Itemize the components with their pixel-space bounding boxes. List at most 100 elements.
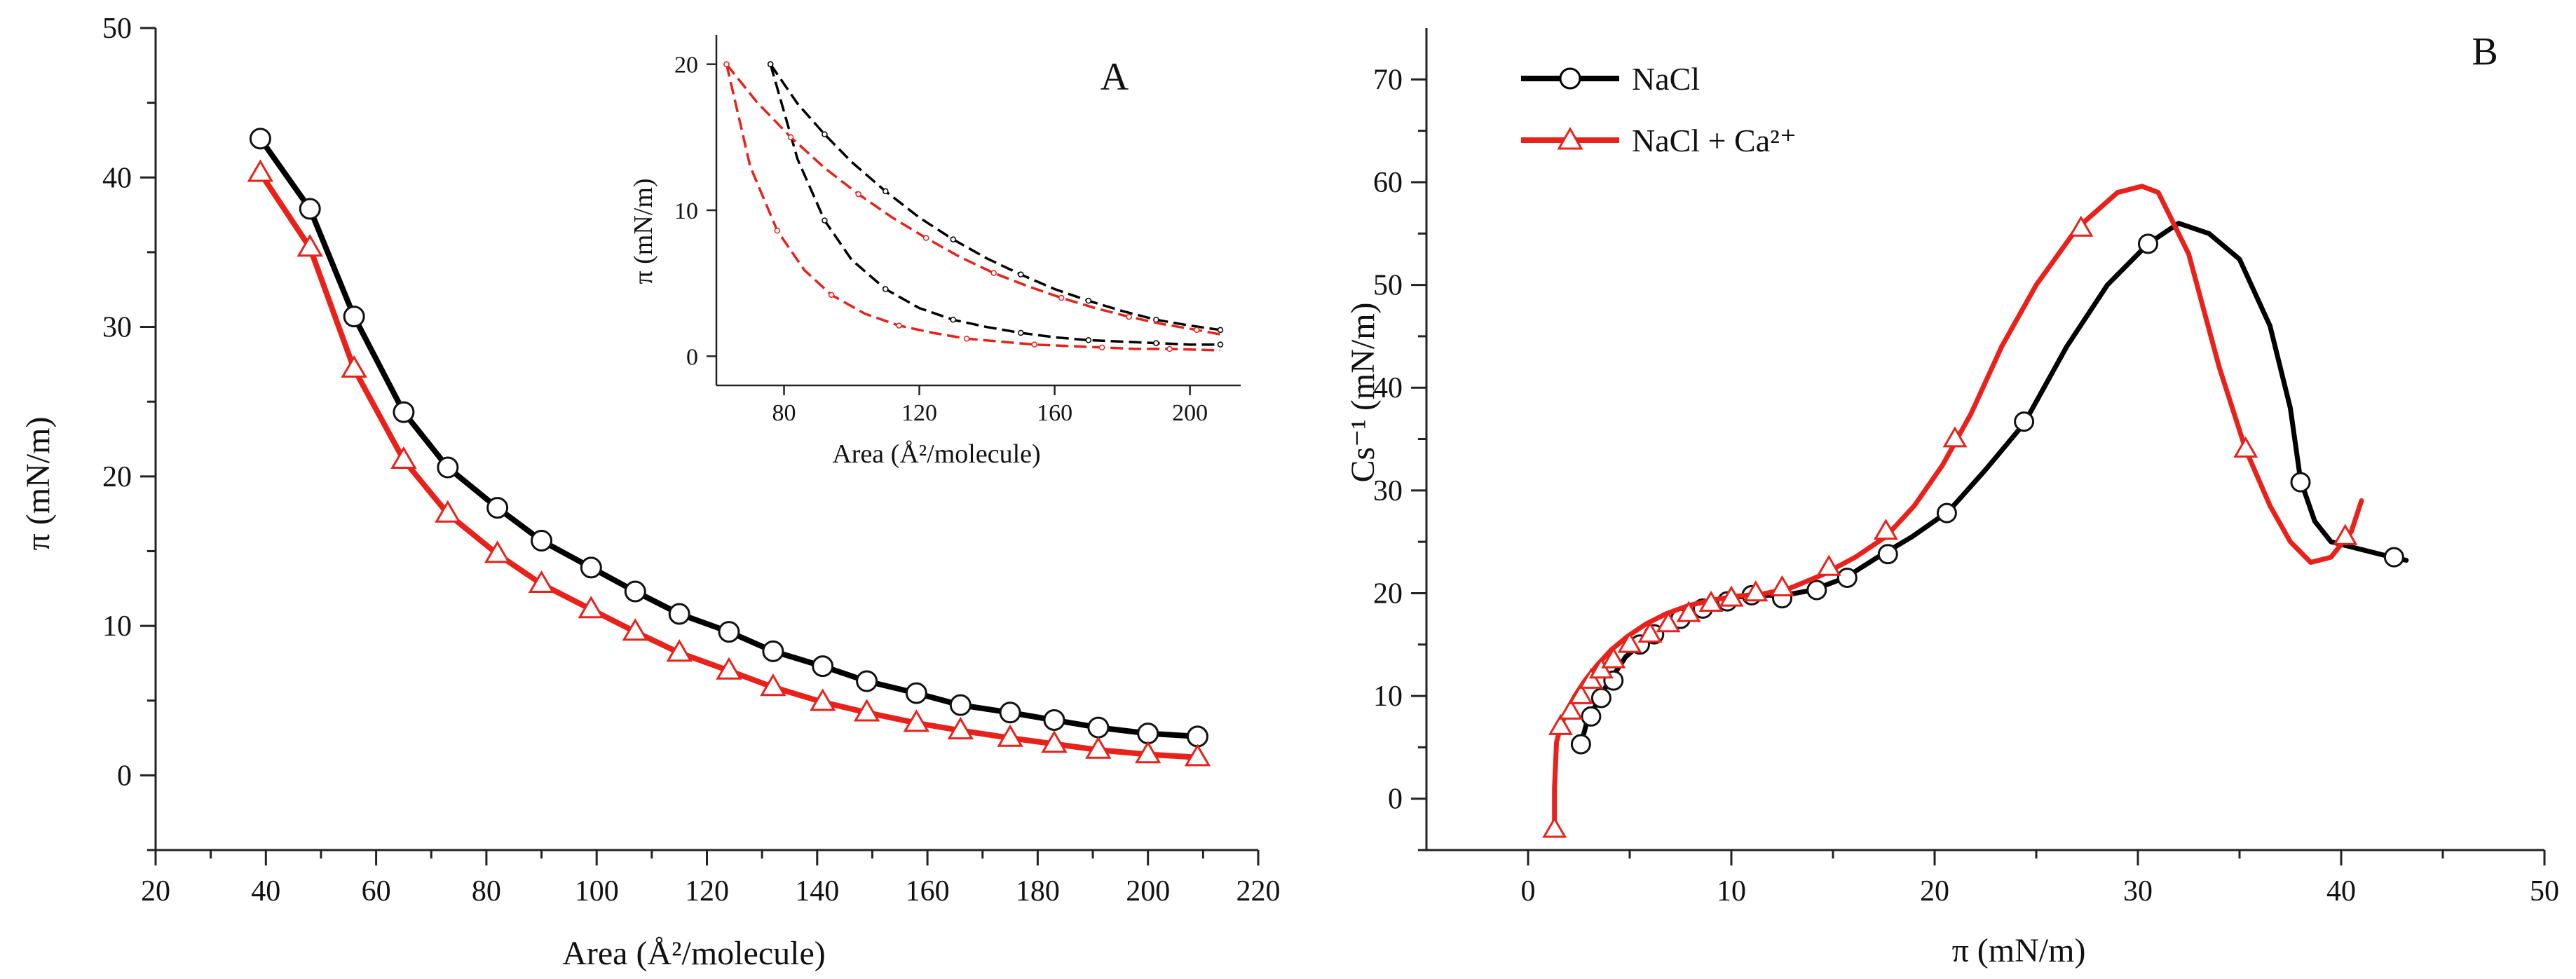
panel-a-point-nacl <box>718 621 740 643</box>
panel-a-y-tick-label: 20 <box>102 461 132 493</box>
panel-a-point-nacl <box>856 670 878 692</box>
inset-point-3 <box>723 61 730 67</box>
panel-a-plot-area <box>247 128 1211 767</box>
panel-a-point-nacl <box>299 198 321 220</box>
panel-b-x-tick-label: 0 <box>1521 875 1536 908</box>
panel-b: 0 10 20 30 40 50 0 10 20 30 40 50 60 70 π (mN/m) Cs⁻¹… <box>1344 28 2559 969</box>
panel-b-point-nacl-ca <box>1698 590 1724 612</box>
panel-a-point-nacl-ca <box>666 639 693 662</box>
inset-point-2 <box>855 191 861 198</box>
panel-b-y-tick-label: 20 <box>1373 577 1403 610</box>
inset-point-0 <box>1217 327 1224 334</box>
panel-b-y-tick-label: 50 <box>1373 270 1403 302</box>
panel-a-letter: A <box>1100 55 1129 99</box>
inset-point-0 <box>882 188 889 195</box>
legend-label-nacl-ca: NaCl + Ca²⁺ <box>1632 123 1797 158</box>
panel-b-point-nacl-ca <box>1743 580 1769 602</box>
inset-point-3 <box>1031 341 1037 348</box>
panel-a-point-nacl-ca <box>1134 741 1161 764</box>
panel-b-point-nacl-ca <box>1588 657 1614 679</box>
panel-a-x-tick-label: 180 <box>1016 875 1060 908</box>
panel-b-point-nacl <box>1877 544 1898 565</box>
panel-a-x-tick-label: 220 <box>1236 875 1281 908</box>
panel-a-point-nacl-ca <box>1184 744 1211 767</box>
inset-point-1 <box>882 286 889 292</box>
panel-b-point-nacl-ca <box>1873 519 1898 540</box>
panel-b-point-nacl <box>2138 233 2158 254</box>
panel-a-point-nacl <box>343 306 365 328</box>
panel-b-point-nacl-ca <box>1719 585 1744 607</box>
panel-b-point-nacl-ca <box>1568 683 1593 704</box>
panel-a-point-nacl-ca <box>1041 730 1068 753</box>
panel-b-x-axis-title: π (mN/m) <box>1952 932 2086 969</box>
panel-b-plot-area <box>1542 184 2409 838</box>
panel-b-point-nacl-ca <box>1816 554 1841 576</box>
panel-b-x-tick-label: 30 <box>2123 875 2153 908</box>
inset-series-line-0 <box>769 63 1221 331</box>
panel-b-y-tick-label: 30 <box>1373 475 1403 507</box>
inset-x-tick-label: 200 <box>1172 400 1208 426</box>
panel-a-point-nacl <box>668 603 690 625</box>
panel-a-point-nacl-ca <box>809 688 836 711</box>
inset-point-3 <box>774 227 781 234</box>
panel-b-point-nacl-ca <box>1656 611 1681 633</box>
panel-a-point-nacl-ca <box>997 724 1023 747</box>
panel-a-point-nacl <box>905 682 927 704</box>
panel-a-y-tick-label: 50 <box>102 13 132 45</box>
inset-point-3 <box>828 292 835 299</box>
panel-a-x-tick-label: 120 <box>685 875 729 908</box>
inset-series-line-3 <box>725 64 1221 352</box>
panel-a-point-nacl <box>1186 725 1208 748</box>
inset-point-0 <box>1085 297 1092 304</box>
inset-point-0 <box>950 236 957 242</box>
panel-b-point-nacl-ca <box>1601 647 1626 669</box>
panel-b-point-nacl-ca <box>1637 621 1663 643</box>
panel-a-x-tick-label: 20 <box>141 875 170 908</box>
panel-b-point-nacl <box>1836 567 1858 588</box>
inset-x-axis-title: Area (Å²/molecule) <box>832 439 1040 469</box>
panel-b-point-nacl-ca <box>2333 523 2358 545</box>
inset-point-2 <box>1058 294 1065 301</box>
panel-b-y-tick-label: 60 <box>1373 167 1403 199</box>
inset-point-1 <box>950 317 957 323</box>
panel-b-point-nacl <box>1581 706 1602 727</box>
panel-a-x-axis-title: Area (Å²/molecule) <box>562 935 826 972</box>
panel-a-point-nacl-ca <box>390 446 417 469</box>
panel-a-point-nacl <box>1137 723 1159 745</box>
panel-a-x-tick-label: 200 <box>1126 875 1170 908</box>
panel-b-y-tick-label: 0 <box>1388 783 1403 816</box>
panel-b-point-nacl <box>2014 411 2035 432</box>
legend-marker-nacl-ca <box>1557 126 1583 150</box>
inset-point-3 <box>1166 345 1173 352</box>
panel-a-point-nacl <box>812 655 834 678</box>
panel-b-legend: NaCl NaCl + Ca²⁺ <box>1521 61 1797 158</box>
inset-point-1 <box>767 61 774 67</box>
panel-a-point-nacl-ca <box>622 618 649 641</box>
panel-b-x-tick-label: 50 <box>2530 875 2559 908</box>
inset-y-axis-title: π (mN/m) <box>629 178 658 284</box>
panel-a-point-nacl <box>624 580 646 603</box>
panel-a-point-nacl <box>531 530 553 552</box>
panel-b-point-nacl-ca <box>2069 215 2094 237</box>
panel-a-x-tick-label: 160 <box>906 875 950 908</box>
panel-b-x-tick-label: 20 <box>1920 875 1949 908</box>
inset-axes: 80 120 160 200 0 10 20 <box>674 35 1241 426</box>
panel-b-series-line-nacl <box>1578 221 2409 747</box>
panel-a-point-nacl <box>249 128 271 150</box>
inset-point-2 <box>922 235 929 241</box>
panel-a-point-nacl <box>486 497 509 519</box>
panel-b-y-axis-title: Cs⁻¹ (mN/m) <box>1344 302 1382 482</box>
inset-point-0 <box>822 131 828 137</box>
inset-y-tick-label: 10 <box>674 198 698 224</box>
panel-b-x-tick-label: 40 <box>2326 875 2356 908</box>
panel-a-point-nacl-ca <box>297 234 323 257</box>
panel-b-y-tick-label: 70 <box>1373 64 1403 96</box>
inset-point-2 <box>1126 313 1132 320</box>
panel-a-point-nacl <box>437 456 459 479</box>
inset-point-3 <box>896 322 902 329</box>
panel-a-point-nacl-ca <box>578 596 605 619</box>
panel-a-point-nacl-ca <box>341 355 367 378</box>
panel-b-y-tick-label: 10 <box>1373 680 1403 713</box>
inset-point-3 <box>963 336 970 342</box>
